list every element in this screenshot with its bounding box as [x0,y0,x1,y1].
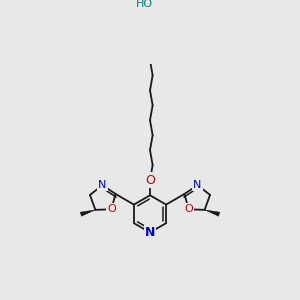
Text: N: N [145,226,155,239]
Text: O: O [145,174,155,187]
Text: N: N [98,180,107,190]
Text: O: O [107,204,116,214]
Text: HO: HO [136,0,153,9]
Polygon shape [205,210,220,216]
Text: N: N [193,180,202,190]
Text: O: O [184,204,193,214]
Polygon shape [80,210,95,216]
